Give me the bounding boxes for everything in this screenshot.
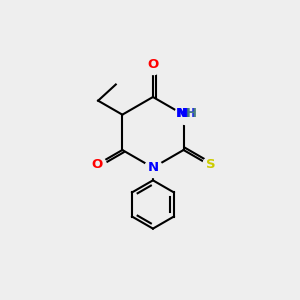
Text: O: O <box>91 158 103 171</box>
Text: H: H <box>186 107 197 120</box>
Text: O: O <box>147 58 159 71</box>
Text: N: N <box>147 161 158 174</box>
Text: S: S <box>206 158 215 171</box>
Text: N: N <box>176 107 188 120</box>
Text: NH: NH <box>176 107 197 120</box>
